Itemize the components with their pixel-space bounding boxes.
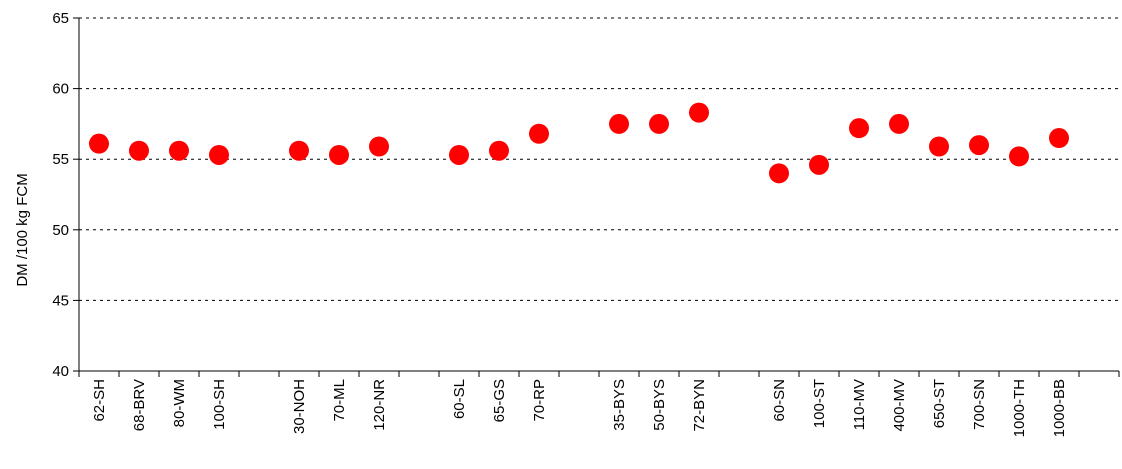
axes: [78, 18, 1119, 372]
data-point-110-MV: [849, 118, 869, 139]
y-tick-label: 55: [52, 151, 69, 168]
data-point-30-NOH: [289, 140, 309, 161]
data-point-700-SN: [969, 135, 989, 156]
data-point-72-BYN: [689, 102, 709, 123]
data-point-100-ST: [809, 154, 829, 175]
x-tick-label: 62-SH: [91, 379, 108, 422]
data-point-120-NR: [369, 136, 389, 157]
y-tick-label: 65: [52, 10, 69, 27]
x-tick-label: 1000-TH: [1011, 379, 1028, 437]
x-tick-label: 60-SN: [771, 379, 788, 422]
data-point-60-SL: [449, 144, 469, 165]
x-tick-label: 30-NOH: [291, 379, 308, 434]
y-tick-label: 50: [52, 222, 69, 239]
y-tick-label: 45: [52, 292, 69, 309]
data-point-35-BYS: [609, 113, 629, 134]
data-point-80-WM: [169, 140, 189, 161]
data-point-50-BYS: [649, 113, 669, 134]
x-tick-label: 70-ML: [331, 379, 348, 422]
gridlines: [79, 17, 1119, 301]
x-tick-label: 100-ST: [811, 379, 828, 428]
data-point-100-SH: [209, 144, 229, 165]
x-tick-label: 65-GS: [491, 379, 508, 422]
y-ticks: 40 45 50 55 60 65: [52, 10, 79, 380]
y-tick-label: 40: [52, 363, 69, 380]
x-tick-label: 110-MV: [851, 379, 868, 430]
x-tick-label: 700-SN: [971, 379, 988, 430]
x-tick-label: 70-RP: [531, 379, 548, 422]
y-tick-label: 60: [52, 81, 69, 98]
x-tick-label: 68-BRV: [131, 379, 148, 431]
data-point-65-GS: [489, 140, 509, 161]
x-tick-label: 120-NR: [371, 379, 388, 431]
x-tick-label: 60-SL: [451, 379, 468, 419]
data-point-1000-BB: [1049, 128, 1069, 149]
x-tick-label: 1000-BB: [1051, 379, 1068, 437]
data-point-62-SH: [89, 133, 109, 154]
data-point-68-BRV: [129, 140, 149, 161]
data-point-400-MV: [889, 113, 909, 134]
data-point-650-ST: [929, 136, 949, 157]
y-axis-label: DM /100 kg FCM: [14, 173, 31, 286]
x-tick-label: 35-BYS: [611, 379, 628, 431]
x-ticks: 62-SH 68-BRV 80-WM 100-SH 30-NOH 70-ML 120-NR 6…: [78, 371, 1120, 437]
data-point-70-RP: [529, 123, 549, 144]
data-point-70-ML: [329, 144, 349, 165]
data-points: [89, 102, 1069, 184]
x-tick-label: 100-SH: [211, 379, 228, 430]
x-tick-label: 80-WM: [171, 379, 188, 427]
x-tick-label: 650-ST: [931, 379, 948, 428]
x-tick-label: 50-BYS: [651, 379, 668, 431]
data-point-60-SN: [769, 163, 789, 184]
x-tick-label: 72-BYN: [691, 379, 708, 432]
x-tick-label: 400-MV: [891, 379, 908, 432]
data-point-1000-TH: [1009, 146, 1029, 167]
